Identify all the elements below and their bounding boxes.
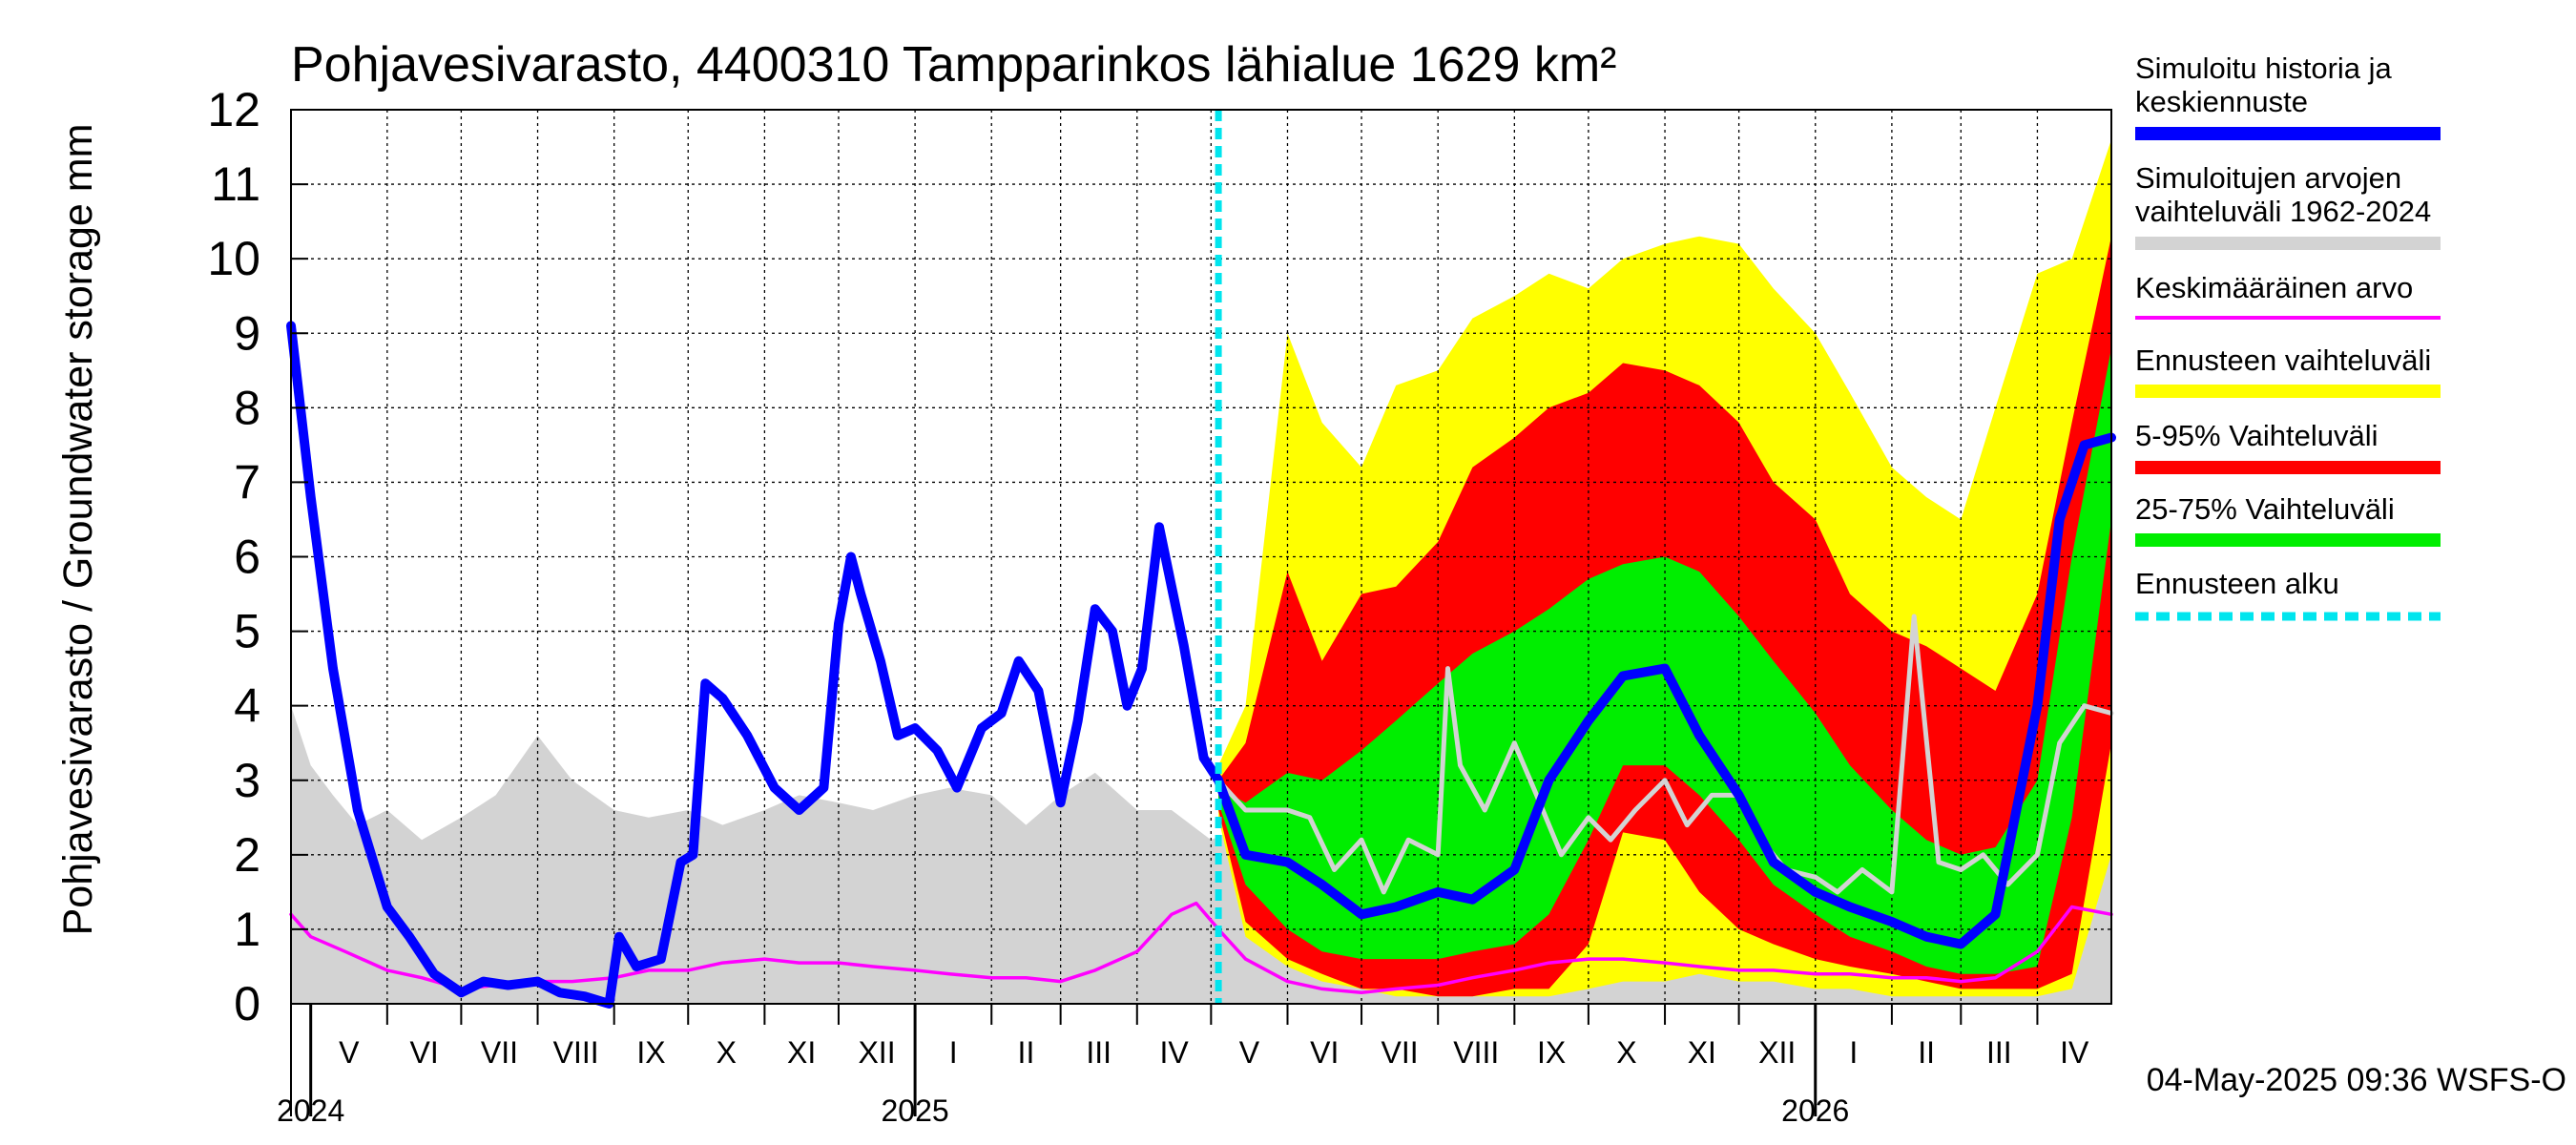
y-tick-label: 6 — [234, 531, 260, 584]
x-month-label: IV — [1159, 1035, 1189, 1070]
x-month-label: II — [1018, 1035, 1035, 1070]
x-month-label: V — [1239, 1035, 1260, 1070]
x-year-label: 2026 — [1781, 1093, 1849, 1128]
legend-label: Keskimääräinen arvo — [2135, 271, 2413, 304]
y-tick-label: 1 — [234, 903, 260, 956]
x-month-label: XII — [858, 1035, 895, 1070]
x-month-label: VI — [409, 1035, 438, 1070]
x-month-label: XI — [1688, 1035, 1716, 1070]
legend-label: Simuloitu historia ja — [2135, 52, 2393, 85]
y-tick-label: 9 — [234, 306, 260, 360]
x-month-label: VI — [1310, 1035, 1339, 1070]
timestamp-footer: 04-May-2025 09:36 WSFS-O — [2147, 1062, 2566, 1098]
x-month-label: XII — [1758, 1035, 1796, 1070]
y-tick-label: 10 — [207, 232, 260, 285]
x-month-label: II — [1918, 1035, 1935, 1070]
legend-label: Simuloitujen arvojen — [2135, 161, 2401, 195]
legend-label: Ennusteen alku — [2135, 567, 2339, 600]
x-month-label: V — [339, 1035, 360, 1070]
x-month-label: III — [1086, 1035, 1111, 1070]
line-keskim-r-inen-arvo — [289, 901, 2113, 995]
y-tick-label: 8 — [234, 381, 260, 434]
y-tick-label: 12 — [207, 83, 260, 136]
legend-label: keskiennuste — [2135, 85, 2308, 118]
x-month-label: X — [1616, 1035, 1636, 1070]
legend-label: vaihteluväli 1962-2024 — [2135, 195, 2431, 228]
x-month-label: VII — [1381, 1035, 1419, 1070]
line-simuloitu-historia-ja-keskiennuste — [286, 321, 2116, 1009]
x-year-label: 2025 — [882, 1093, 949, 1128]
y-axis-label: Pohjavesivarasto / Groundwater storage m… — [55, 124, 101, 936]
band-layer — [291, 139, 2111, 1004]
y-tick-label: 5 — [234, 605, 260, 658]
x-month-label: VII — [481, 1035, 518, 1070]
y-tick-label: 3 — [234, 754, 260, 807]
legend-label: 25-75% Vaihteluväli — [2135, 492, 2395, 526]
line-ennusteen-j-sen — [1215, 614, 2114, 895]
chart-title: Pohjavesivarasto, 4400310 Tampparinkos l… — [291, 37, 1616, 93]
y-tick-label: 4 — [234, 679, 260, 733]
y-tick-label: 0 — [234, 977, 260, 1030]
x-month-label: IV — [2060, 1035, 2089, 1070]
y-tick-label: 11 — [211, 157, 260, 211]
legend-label: 5-95% Vaihteluväli — [2135, 419, 2378, 452]
x-month-label: VIII — [553, 1035, 599, 1070]
x-month-label: III — [1986, 1035, 2012, 1070]
y-tick-label: 2 — [234, 828, 260, 882]
x-year-label: 2024 — [277, 1093, 344, 1128]
x-month-label: XI — [787, 1035, 816, 1070]
legend-label: Ennusteen vaihteluväli — [2135, 344, 2431, 377]
x-month-label: IX — [636, 1035, 665, 1070]
x-month-label: I — [949, 1035, 958, 1070]
x-month-label: IX — [1537, 1035, 1566, 1070]
x-month-label: I — [1849, 1035, 1858, 1070]
grid-layer — [291, 109, 2111, 1004]
y-tick-label: 7 — [234, 455, 260, 509]
x-month-label: VIII — [1453, 1035, 1499, 1070]
line-layer — [286, 321, 2116, 1009]
x-month-label: X — [717, 1035, 737, 1070]
